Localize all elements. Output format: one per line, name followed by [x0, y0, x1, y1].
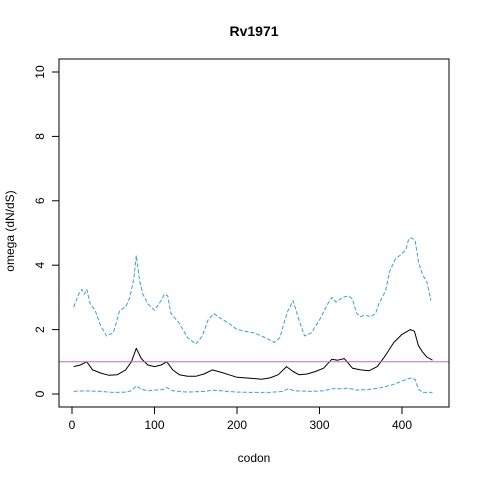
x-axis-label: codon [238, 451, 271, 465]
y-tick-label: 0 [33, 390, 47, 397]
y-tick-label: 8 [33, 133, 47, 140]
omega-lower-bound-line [73, 377, 433, 393]
y-tick-label: 4 [33, 262, 47, 269]
x-tick-label: 400 [392, 418, 412, 432]
x-tick-label: 200 [227, 418, 247, 432]
omega-mean-line [73, 329, 433, 380]
y-tick-label: 2 [33, 326, 47, 333]
plot-frame [58, 58, 450, 408]
omega-upper-bound-line [73, 237, 432, 345]
x-tick-label: 300 [309, 418, 329, 432]
chart-title: Rv1971 [229, 23, 278, 39]
y-axis-label: omega (dN/dS) [3, 190, 17, 271]
y-tick-label: 10 [33, 65, 47, 79]
x-tick-label: 0 [69, 418, 76, 432]
plot-series-group [59, 237, 449, 393]
y-tick-label: 6 [33, 197, 47, 204]
axis-ticks-group: 0 100 200 300 400 0 2 4 6 8 10 [33, 65, 412, 432]
x-tick-label: 100 [144, 418, 164, 432]
